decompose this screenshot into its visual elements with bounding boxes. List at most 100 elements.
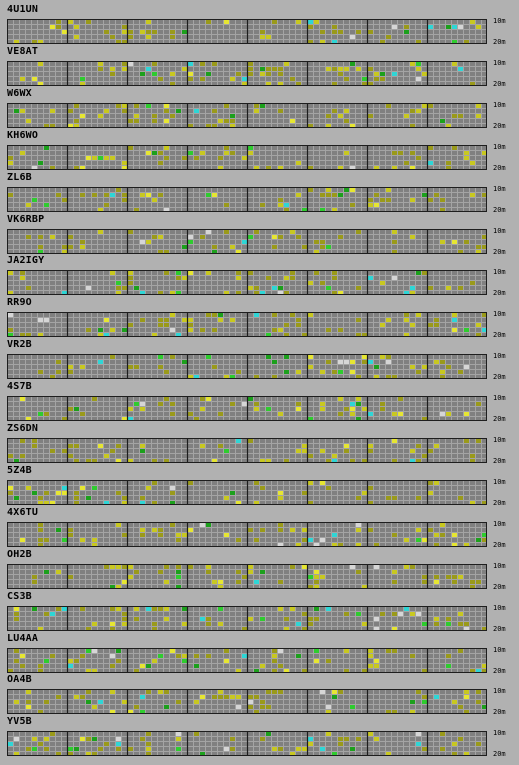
signal-cell (409, 233, 415, 239)
signal-cell (475, 401, 481, 407)
signal-cell (229, 149, 235, 155)
signal-cell (55, 751, 61, 757)
signal-cell (373, 164, 379, 170)
signal-cell (37, 541, 43, 547)
signal-cell (421, 364, 427, 370)
signal-cell (109, 689, 115, 695)
signal-cell (403, 159, 409, 165)
signal-cell (463, 238, 469, 244)
signal-cell (187, 411, 193, 417)
signal-cell (469, 578, 475, 584)
signal-cell (415, 39, 421, 44)
signal-cell (31, 578, 37, 584)
signal-cell (43, 536, 49, 542)
signal-cell (25, 117, 31, 123)
signal-cell (277, 290, 283, 296)
signal-cell (109, 605, 115, 611)
signal-cell (427, 159, 433, 165)
signal-cell (295, 80, 301, 86)
signal-cell (271, 652, 277, 658)
signal-cell (337, 741, 343, 747)
signal-cell (37, 60, 43, 66)
signal-cell (343, 443, 349, 448)
signal-cell (163, 322, 169, 328)
signal-cell (289, 117, 295, 123)
signal-cell (289, 270, 295, 276)
signal-cell (67, 746, 73, 752)
signal-cell (163, 144, 169, 150)
signal-cell (277, 662, 283, 668)
signal-cell (151, 29, 157, 34)
signal-cell (85, 689, 91, 695)
signal-cell (325, 285, 331, 291)
signal-cell (331, 369, 337, 375)
signal-cell (355, 526, 361, 532)
signal-cell (163, 578, 169, 584)
grid-border (7, 186, 487, 212)
signal-cell (175, 699, 181, 705)
signal-cell (139, 290, 145, 296)
signal-cell (127, 322, 133, 328)
signal-cell (37, 536, 43, 542)
signal-cell (343, 610, 349, 616)
signal-cell (373, 662, 379, 668)
signal-cell (115, 489, 121, 495)
signal-cell (151, 526, 157, 532)
signal-cell (109, 191, 115, 197)
signal-cell (25, 484, 31, 490)
band-label-10m: 10m (493, 310, 506, 319)
propagation-grid (7, 270, 487, 296)
signal-cell (79, 238, 85, 244)
signal-cell (475, 578, 481, 584)
signal-cell (145, 662, 151, 668)
signal-cell (127, 573, 133, 579)
signal-cell (115, 102, 121, 108)
signal-cell (271, 312, 277, 318)
signal-cell (187, 70, 193, 76)
signal-cell (151, 625, 157, 631)
signal-cell (367, 196, 373, 202)
signal-cell (163, 605, 169, 611)
signal-cell (73, 443, 79, 448)
signal-cell (145, 484, 151, 490)
band-label-20m: 20m (493, 708, 506, 717)
signal-cell (157, 568, 163, 574)
signal-cell (403, 605, 409, 611)
signal-cell (451, 699, 457, 705)
signal-cell (475, 243, 481, 249)
signal-cell (37, 667, 43, 673)
signal-cell (325, 657, 331, 663)
signal-cell (349, 359, 355, 365)
signal-cell (271, 667, 277, 673)
signal-cell (379, 39, 385, 44)
signal-cell (439, 731, 445, 737)
signal-cell (91, 484, 97, 490)
signal-cell (457, 494, 463, 500)
signal-cell (373, 75, 379, 81)
signal-cell (181, 65, 187, 71)
signal-cell (289, 605, 295, 611)
signal-cell (19, 275, 25, 281)
signal-cell (301, 332, 307, 338)
signal-cell (61, 605, 67, 611)
signal-cell (277, 70, 283, 76)
signal-cell (73, 406, 79, 412)
station-callsign: 5Z4B (7, 464, 32, 476)
signal-cell (115, 290, 121, 296)
signal-cell (307, 122, 313, 128)
signal-cell (217, 578, 223, 584)
signal-cell (109, 327, 115, 333)
signal-cell (307, 364, 313, 370)
signal-cell (85, 625, 91, 631)
signal-cell (301, 443, 307, 448)
signal-cell (193, 662, 199, 668)
signal-cell (235, 275, 241, 281)
signal-cell (121, 191, 127, 197)
signal-cell (319, 29, 325, 34)
signal-cell (253, 578, 259, 584)
signal-cell (343, 667, 349, 673)
signal-cell (235, 70, 241, 76)
signal-cell (43, 122, 49, 128)
signal-cell (157, 317, 163, 323)
signal-cell (373, 563, 379, 569)
